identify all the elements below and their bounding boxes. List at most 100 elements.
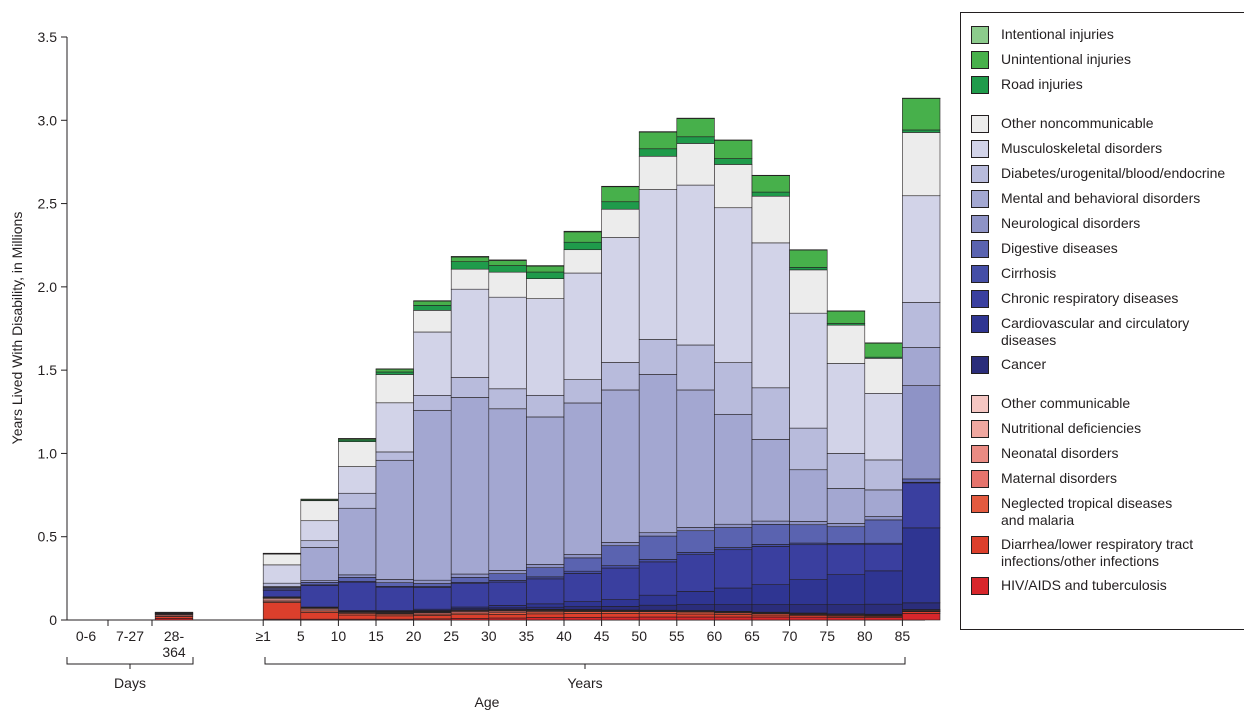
bar-segment — [601, 613, 640, 618]
legend-label: Mental and behavioral disorders — [1001, 190, 1201, 206]
legend-item: Chronic respiratory diseases — [971, 290, 1244, 315]
legend-swatch — [971, 51, 989, 69]
bar-segment — [601, 201, 640, 210]
bar-segment — [262, 602, 302, 620]
bar-segment — [789, 616, 828, 621]
bar-segment — [826, 363, 866, 454]
bar-segment — [413, 587, 452, 610]
legend-item: Nutritional deficiencies — [971, 420, 1244, 445]
legend-item: Neonatal disorders — [971, 445, 1244, 470]
bar-segment — [601, 237, 640, 363]
bar-segment — [751, 524, 790, 545]
x-axis-label: Age — [475, 694, 500, 710]
bar-segment — [601, 545, 640, 567]
bar-segment — [563, 570, 602, 574]
bar-segment — [300, 582, 339, 586]
legend-swatch — [971, 290, 989, 308]
bar-segment — [601, 186, 640, 203]
legend-swatch — [971, 115, 989, 133]
bar-segment — [526, 278, 565, 299]
bar-segment — [375, 451, 414, 461]
legend-swatch — [971, 76, 989, 94]
bar-segment — [526, 606, 565, 610]
legend-swatch — [971, 395, 989, 413]
bar-segment — [526, 271, 565, 279]
legend-item: Intentional injuries — [971, 26, 1244, 51]
legend-swatch — [971, 420, 989, 438]
legend-swatch — [971, 215, 989, 233]
bar-segment — [450, 256, 490, 263]
x-tick-label: 65 — [744, 628, 760, 644]
bar-segment — [676, 604, 715, 611]
bar-segment — [526, 394, 565, 418]
bar-segment — [300, 520, 339, 542]
bar-segment — [676, 184, 715, 346]
bar-segment — [714, 158, 753, 165]
bar-segment — [375, 615, 414, 620]
legend-item: Cancer — [971, 356, 1244, 381]
x-tick-label: 25 — [443, 628, 459, 644]
bar-segment — [338, 574, 377, 578]
bar-segment — [826, 544, 866, 575]
legend-swatch — [971, 445, 989, 463]
bar-segment — [864, 543, 903, 572]
bar-segment — [864, 342, 903, 358]
bar-segment — [751, 614, 790, 618]
legend-item: Cardiovascular and circulatory diseases — [971, 315, 1244, 356]
bar-segment — [526, 567, 565, 578]
legend-label: Musculoskeletal disorders — [1001, 140, 1163, 156]
y-axis: 0 0.5 1.0 1.5 2.0 2.5 3.0 3.5 — [38, 29, 925, 628]
y-tick-label: 0 — [49, 612, 57, 628]
bar-segment — [751, 195, 790, 244]
bar-stack — [864, 342, 903, 621]
legend-label: Neurological disorders — [1001, 215, 1141, 231]
bar-stack — [902, 97, 941, 621]
bar-segment — [826, 574, 866, 605]
bar-segment — [375, 582, 414, 587]
days-group-label: Days — [114, 675, 146, 691]
bar-segment — [488, 605, 527, 609]
legend-label: Cirrhosis — [1001, 265, 1057, 281]
bar-segment — [601, 567, 640, 600]
legend-item: Diarrhea/lower respiratory tract infecti… — [971, 536, 1244, 577]
bar-segment — [413, 583, 452, 587]
legend-swatch — [971, 470, 989, 488]
bar-segment — [789, 469, 828, 522]
x-tick-label: 0-6 — [76, 628, 96, 644]
legend-label: Digestive diseases — [1001, 240, 1118, 256]
x-tick-label-line: 28- — [164, 628, 185, 644]
x-tick-label: 20 — [406, 628, 422, 644]
bar-segment — [526, 564, 565, 568]
bar-stack — [676, 117, 715, 621]
legend-swatch — [971, 265, 989, 283]
bar-segment — [864, 519, 903, 544]
bars — [154, 97, 941, 621]
bar-segment — [789, 604, 828, 614]
bar-segment — [751, 584, 790, 605]
bar-segment — [375, 402, 414, 453]
bar-segment — [601, 389, 640, 543]
bar-stack — [488, 259, 527, 621]
x-tick-label: 7-27 — [116, 628, 144, 644]
bar-segment — [488, 260, 527, 266]
legend-label: Maternal disorders — [1001, 470, 1117, 486]
legend-label: Intentional injuries — [1001, 26, 1114, 42]
y-tick-label: 1.0 — [38, 445, 58, 461]
bar-segment — [601, 362, 640, 391]
bar-segment — [751, 439, 790, 522]
legend-item: Neurological disorders — [971, 215, 1244, 240]
y-tick-label: 2.0 — [38, 279, 58, 295]
bar-segment — [789, 249, 828, 268]
legend-label: Neonatal disorders — [1001, 445, 1119, 461]
legend-item: Digestive diseases — [971, 240, 1244, 265]
bar-segment — [338, 466, 377, 494]
bar-segment — [563, 554, 602, 559]
bar-segment — [864, 489, 903, 517]
legend-item: Diabetes/urogenital/blood/endocrine — [971, 165, 1244, 190]
bar-segment — [375, 371, 414, 375]
x-tick-label: 10 — [331, 628, 347, 644]
legend-label: Chronic respiratory diseases — [1001, 290, 1179, 306]
legend-label: HIV/AIDS and tuberculosis — [1001, 577, 1167, 593]
bar-segment — [826, 324, 866, 364]
bar-segment — [676, 554, 715, 592]
